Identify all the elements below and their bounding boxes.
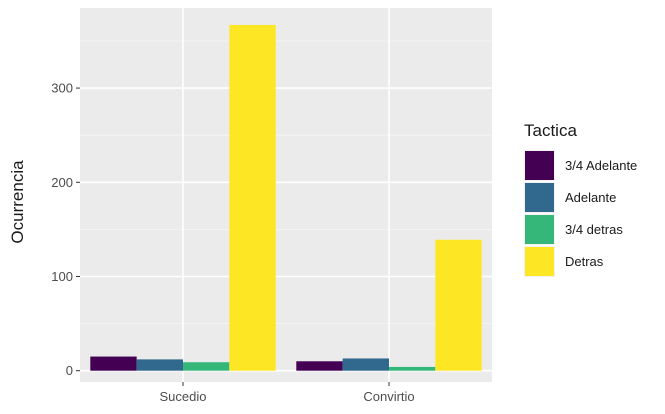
bar	[342, 358, 389, 371]
legend-title: Tactica	[524, 121, 577, 140]
bar	[183, 362, 230, 371]
y-tick-label: 300	[51, 81, 73, 96]
legend-label: Detras	[565, 254, 604, 269]
bar	[296, 361, 343, 371]
bar	[136, 359, 183, 371]
legend-key	[525, 247, 554, 276]
bar	[389, 366, 436, 371]
legend-key	[525, 183, 554, 212]
bar	[90, 356, 137, 371]
y-axis-ticks: 0 100 200 300	[51, 81, 80, 378]
legend-label: Adelante	[565, 190, 616, 205]
bars	[90, 24, 482, 371]
x-axis-ticks: Sucedio Convirtio	[160, 382, 415, 404]
x-tick-label: Convirtio	[363, 389, 414, 404]
legend-key	[525, 151, 554, 180]
minor-gridlines	[80, 40, 492, 324]
y-tick-label: 100	[51, 269, 73, 284]
x-tick-label: Sucedio	[160, 389, 207, 404]
legend-key	[525, 215, 554, 244]
legend-label: 3/4 Adelante	[565, 158, 637, 173]
y-tick-label: 200	[51, 175, 73, 190]
legend-label: 3/4 detras	[565, 222, 623, 237]
legend: 3/4 Adelante Adelante 3/4 detras Detras	[524, 150, 637, 277]
bar	[435, 239, 482, 371]
plot-panel	[80, 8, 492, 382]
bar	[229, 24, 276, 371]
y-axis-title: Ocurrencia	[8, 160, 27, 244]
y-tick-label: 0	[66, 363, 73, 378]
